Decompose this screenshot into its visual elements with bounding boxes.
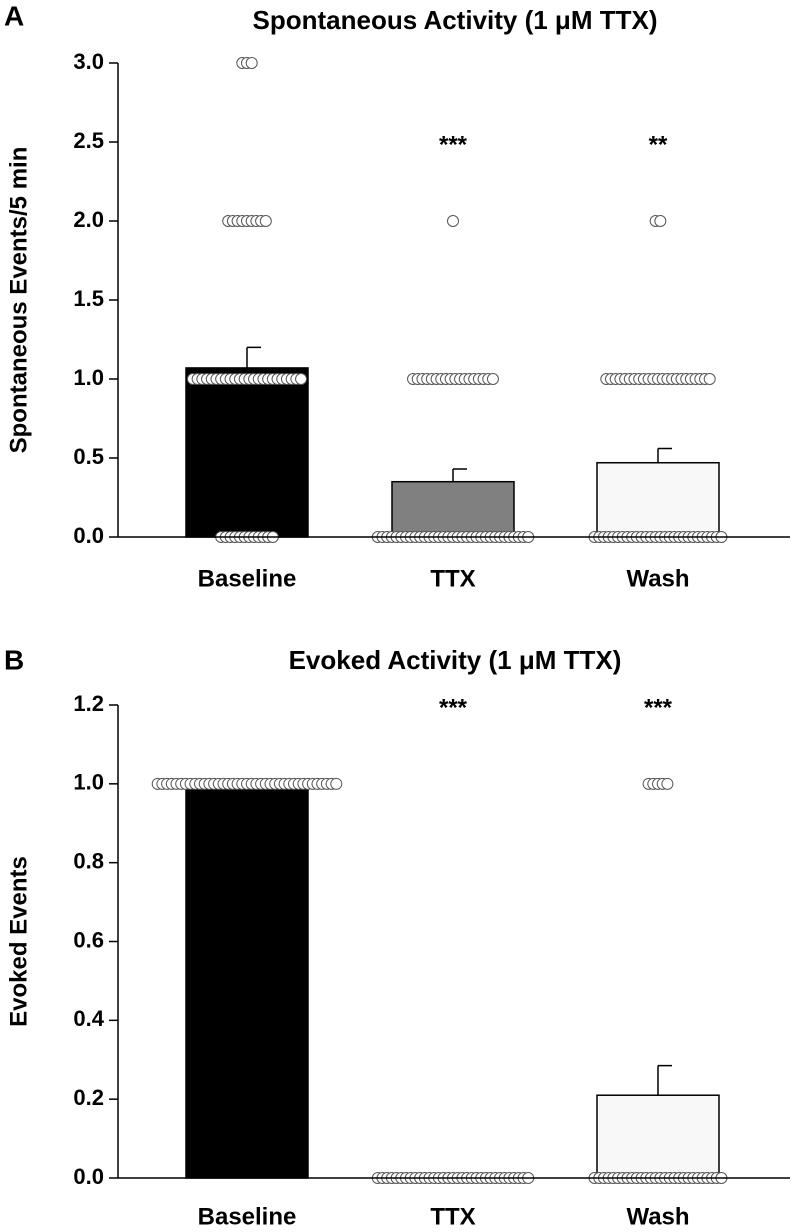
data-point	[447, 215, 459, 227]
y-tick-label: 2.0	[73, 207, 104, 232]
data-point	[295, 373, 308, 385]
y-tick-label: 0.0	[73, 523, 104, 548]
data-point	[654, 215, 667, 227]
chart-title: Evoked Activity (1 μM TTX)	[289, 645, 622, 675]
error-bar	[657, 1064, 672, 1096]
y-tick-label: 0.8	[73, 848, 104, 873]
data-point	[661, 777, 674, 790]
data-point	[259, 215, 272, 227]
y-tick-label: 2.5	[73, 128, 104, 153]
chart-title: Spontaneous Activity (1 μM TTX)	[253, 5, 658, 35]
annotation: ***	[439, 694, 468, 721]
data-point	[245, 57, 258, 69]
panel-label: A	[4, 0, 24, 31]
annotation: **	[649, 131, 668, 158]
y-tick-label: 1.5	[73, 286, 104, 311]
annotation: ***	[644, 694, 673, 721]
error-bar	[246, 346, 261, 368]
data-point	[330, 777, 343, 790]
bar	[391, 480, 515, 538]
x-tick-label: Wash	[626, 1203, 689, 1230]
bar	[596, 1094, 720, 1179]
x-tick-label: Baseline	[198, 565, 297, 592]
x-tick-label: TTX	[430, 565, 475, 592]
x-tick-label: TTX	[430, 1203, 475, 1230]
y-tick-label: 1.0	[73, 365, 104, 390]
bar	[185, 367, 309, 538]
y-tick-label: 0.4	[73, 1006, 104, 1031]
x-tick-label: Baseline	[198, 1203, 297, 1230]
y-axis-label: Spontaneous Events/5 min	[5, 147, 32, 454]
panel-label: B	[4, 644, 24, 675]
y-tick-label: 1.2	[73, 691, 104, 716]
error-bar	[657, 447, 672, 463]
data-point	[486, 373, 499, 385]
y-tick-label: 0.6	[73, 927, 104, 952]
data-point	[703, 373, 716, 385]
bar	[596, 461, 720, 538]
error-bar	[452, 468, 467, 482]
y-tick-label: 3.0	[73, 49, 104, 74]
x-tick-label: Wash	[626, 565, 689, 592]
y-axis-label: Evoked Events	[5, 856, 32, 1027]
y-tick-label: 0.0	[73, 1164, 104, 1189]
bar	[185, 783, 309, 1179]
annotation: ***	[439, 131, 468, 158]
y-tick-label: 1.0	[73, 770, 104, 795]
y-tick-label: 0.2	[73, 1085, 104, 1110]
y-tick-label: 0.5	[73, 444, 104, 469]
